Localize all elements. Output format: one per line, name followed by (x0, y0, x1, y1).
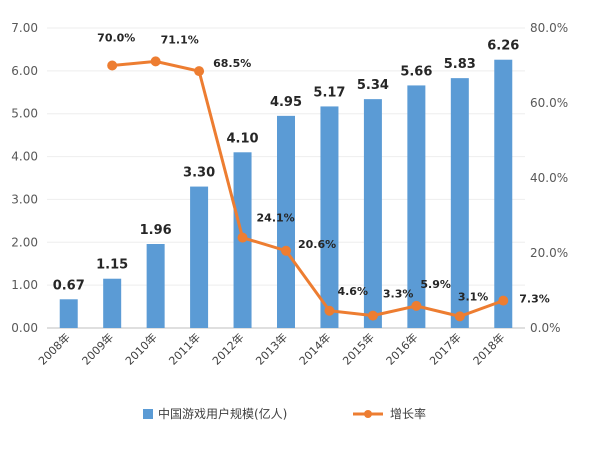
growth-value-label: 68.5% (213, 57, 251, 70)
bar-2015年 (363, 99, 382, 329)
left-tick-label: 7.00 (11, 21, 38, 35)
growth-marker-2013年 (281, 245, 291, 256)
growth-marker-2011年 (194, 66, 205, 77)
category-label: 2014年 (296, 330, 333, 367)
bar-2014年 (320, 106, 339, 328)
growth-marker-2014年 (324, 305, 335, 316)
bar-2010年 (146, 244, 165, 328)
growth-marker-2018年 (498, 295, 509, 306)
bar-value-label: 4.10 (227, 131, 259, 146)
category-label: 2011年 (166, 330, 203, 367)
category-label: 2010年 (122, 330, 159, 367)
right-tick-label: 20.0% (530, 246, 568, 260)
bar-value-label: 5.17 (313, 85, 345, 100)
bar-value-label: 4.95 (270, 95, 302, 110)
category-label: 2008年 (35, 330, 72, 367)
bars-layer: 0.67 1.15 1.96 3.30 4.10 4.95 5.17 5.34 5.66 5.83… (53, 39, 519, 329)
left-tick-label: 0.00 (11, 321, 38, 335)
growth-value-label: 5.9% (420, 278, 451, 291)
left-tick-label: 6.00 (11, 64, 38, 78)
bar-value-label: 5.34 (357, 78, 389, 93)
right-tick-label: 80.0% (530, 21, 568, 35)
category-label: 2009年 (79, 330, 116, 367)
category-label: 2013年 (253, 330, 290, 367)
growth-marker-2015年 (367, 310, 378, 321)
left-tick-label: 1.00 (11, 278, 38, 292)
growth-marker-2016年 (411, 300, 422, 311)
left-tick-label: 5.00 (11, 107, 38, 121)
category-label: 2018年 (470, 330, 507, 367)
growth-marker-2012年 (237, 232, 248, 243)
category-label: 2016年 (383, 330, 420, 367)
left-axis: 0.00 1.00 2.00 3.00 4.00 5.00 6.00 7.00 (11, 21, 38, 335)
left-tick-label: 2.00 (11, 235, 38, 249)
growth-value-label: 4.6% (337, 285, 368, 298)
legend: 中国游戏用户规模(亿人) 增长率 (143, 406, 426, 421)
right-tick-label: 0.0% (530, 321, 561, 335)
bar-value-label: 3.30 (183, 166, 215, 181)
legend-line-label: 增长率 (390, 406, 426, 421)
category-label: 2017年 (426, 330, 463, 367)
growth-marker-2010年 (150, 56, 161, 67)
bar-value-label: 6.26 (487, 39, 519, 54)
legend-bar-swatch (143, 409, 153, 419)
right-axis: 0.0% 20.0% 40.0% 60.0% 80.0% (530, 21, 568, 335)
growth-rate-line (112, 59, 504, 318)
bar-2011年 (190, 186, 209, 328)
legend-bar-label: 中国游戏用户规模(亿人) (158, 406, 287, 421)
bar-value-label: 1.96 (140, 223, 172, 238)
bar-value-label: 0.67 (53, 278, 85, 293)
category-labels: 2008年 2009年 2010年 2011年 2012年 2013年 2014年 2015年… (35, 330, 507, 367)
growth-value-label: 70.0% (97, 32, 135, 45)
growth-value-label: 7.3% (519, 293, 550, 306)
bar-2016年 (407, 85, 426, 328)
bar-value-label: 5.83 (444, 57, 476, 72)
growth-value-label: 3.3% (383, 288, 414, 301)
right-tick-label: 60.0% (530, 96, 568, 110)
growth-marker-2009年 (107, 60, 118, 71)
growth-marker-2017年 (454, 311, 465, 322)
right-tick-label: 40.0% (530, 171, 568, 185)
legend-line-marker (364, 410, 372, 418)
bar-2017年 (450, 78, 469, 329)
left-tick-label: 3.00 (11, 192, 38, 206)
bar-value-label: 5.66 (400, 64, 432, 79)
growth-value-label: 24.1% (257, 212, 295, 225)
bar-2018年 (494, 59, 513, 328)
bar-2008年 (59, 299, 78, 328)
growth-value-label: 20.6% (298, 238, 336, 251)
growth-value-label: 71.1% (161, 33, 199, 46)
bar-value-label: 1.15 (96, 258, 128, 273)
growth-value-label: 3.1% (458, 290, 489, 303)
bar-2009年 (103, 278, 122, 328)
left-tick-label: 4.00 (11, 150, 38, 164)
growth-line-layer: 70.0% 71.1% 68.5% 24.1%20.6% 4.6% 3.3% 5.9% 3.1… (97, 32, 550, 322)
category-label: 2012年 (209, 330, 246, 367)
bar-2013年 (277, 115, 295, 328)
category-label: 2015年 (340, 330, 377, 367)
